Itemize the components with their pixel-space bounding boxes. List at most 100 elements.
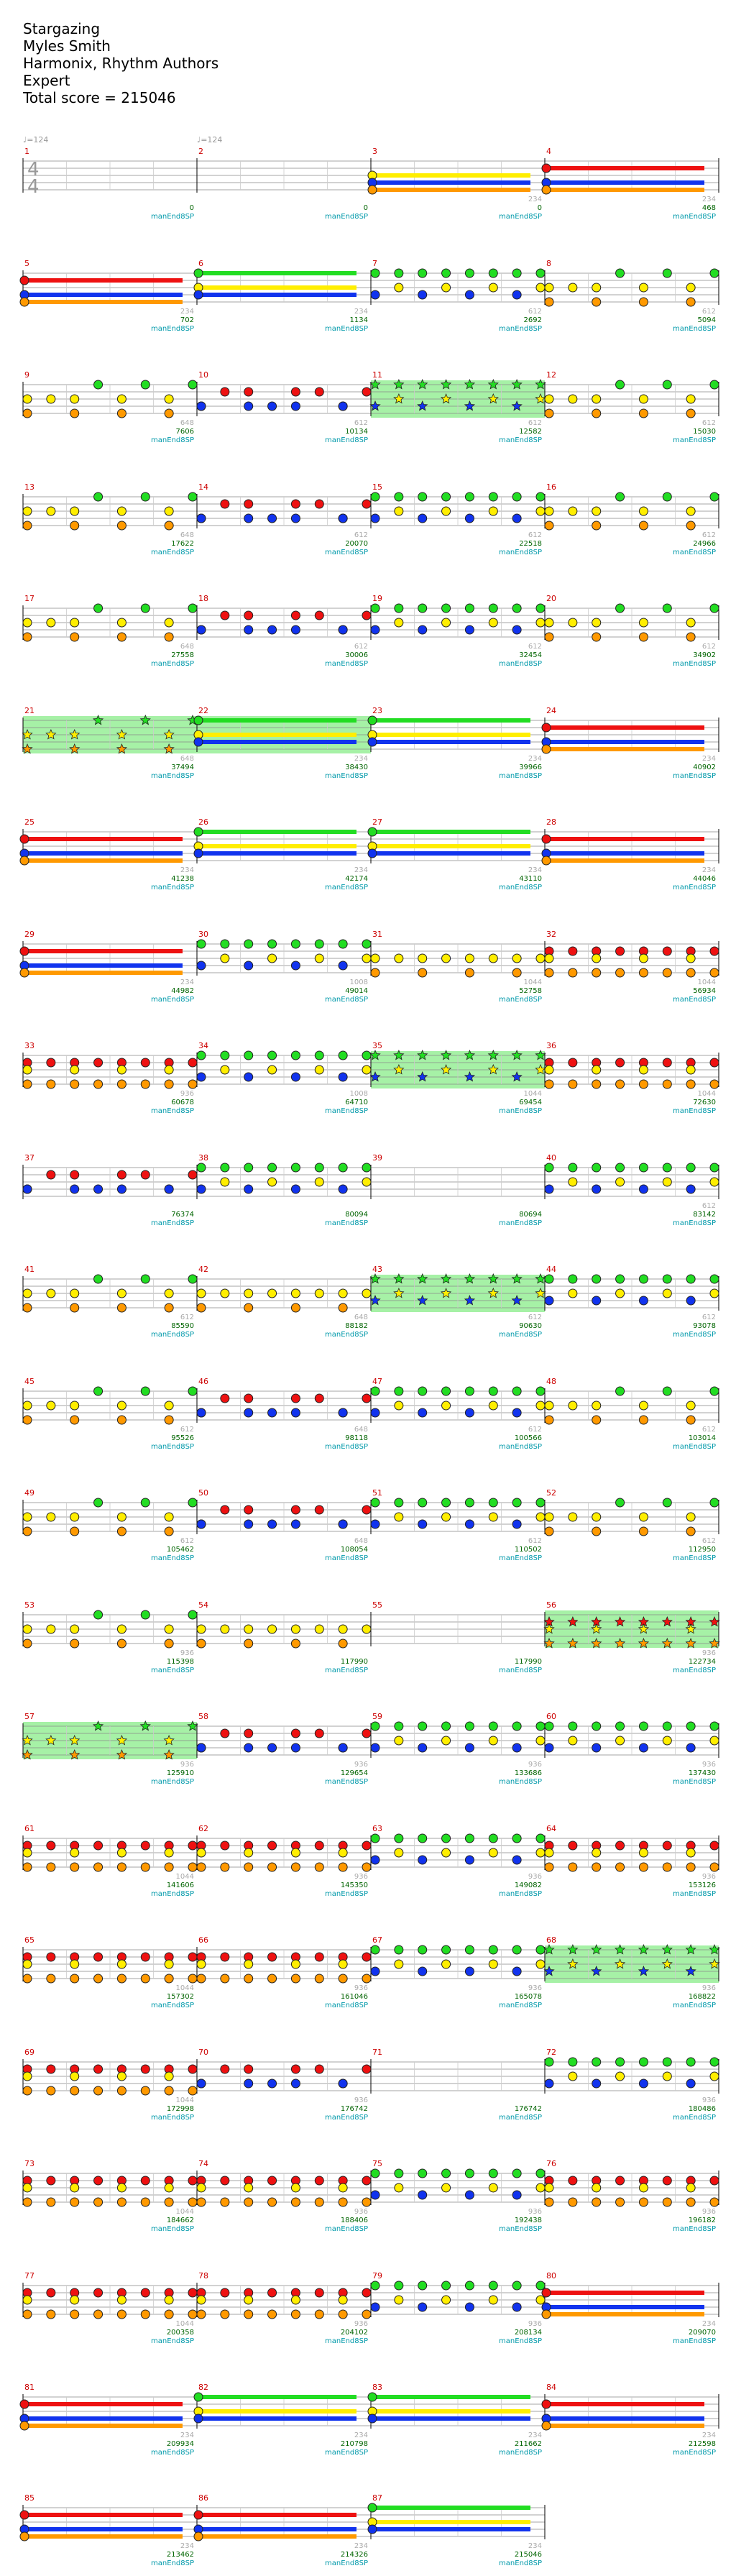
note-green: [93, 380, 104, 390]
note-red: [615, 2176, 625, 2186]
note-blue: [686, 1296, 696, 1306]
note-green: [370, 603, 380, 613]
note-orange: [70, 1974, 80, 1984]
note-red: [244, 1505, 254, 1515]
note-blue: [244, 961, 254, 971]
measure-score: 64710: [345, 1099, 368, 1106]
note-orange: [638, 408, 648, 418]
sustain-green: [371, 2506, 530, 2510]
note-orange: [267, 2197, 277, 2207]
note-orange: [592, 1079, 602, 1089]
note-red: [19, 2510, 29, 2520]
star-note: [591, 1623, 602, 1634]
star-note: [661, 1943, 673, 1955]
multiplier-value: 234: [528, 866, 542, 874]
note-blue: [338, 1408, 348, 1418]
note-green: [290, 939, 300, 949]
note-blue: [370, 1855, 380, 1865]
sustain-green: [371, 2395, 530, 2399]
path-tag: manEnd8SP: [325, 2449, 368, 2457]
note-yellow: [592, 1848, 602, 1858]
note-yellow: [488, 1512, 498, 1522]
note-red: [93, 2176, 104, 2186]
measure-score: 44046: [693, 875, 716, 883]
note-green: [709, 603, 719, 613]
measure-number: 29: [24, 930, 34, 939]
multiplier-value: 234: [702, 755, 716, 763]
star-note: [464, 1273, 476, 1284]
note-yellow: [544, 1848, 554, 1858]
multiplier-value: 612: [528, 419, 542, 427]
note-orange: [338, 1974, 348, 1984]
note-orange: [116, 2309, 126, 2319]
note-yellow: [638, 1512, 648, 1522]
note-yellow: [164, 1512, 174, 1522]
measure-score: 40902: [693, 764, 716, 771]
note-green: [394, 492, 404, 502]
note-green: [314, 1163, 324, 1173]
note-orange: [638, 632, 648, 642]
multiplier-value: 612: [354, 419, 368, 427]
measure-number: 15: [372, 482, 382, 492]
note-blue: [544, 1184, 554, 1194]
path-tag: manEnd8SP: [325, 2225, 368, 2233]
note-blue: [418, 1408, 428, 1418]
star-note: [187, 1720, 198, 1731]
note-blue: [418, 513, 428, 523]
path-tag: manEnd8SP: [325, 1554, 368, 1562]
note-green: [367, 2503, 377, 2513]
measure-number: 4: [546, 147, 551, 156]
star-note: [464, 1294, 476, 1306]
path-tag: manEnd8SP: [673, 549, 716, 556]
note-orange: [615, 1862, 625, 1872]
star-note: [638, 1943, 650, 1955]
note-yellow: [196, 1959, 206, 1969]
note-orange: [615, 1079, 625, 1089]
note-yellow: [314, 1065, 324, 1075]
note-yellow: [394, 2183, 404, 2193]
note-blue: [338, 1519, 348, 1529]
sustain-yellow: [371, 733, 530, 737]
note-green: [662, 2057, 672, 2067]
note-green: [418, 1945, 428, 1955]
measure-number: 14: [198, 482, 208, 492]
measure-score: 72630: [693, 1099, 716, 1106]
multiplier-value: 612: [528, 1537, 542, 1545]
measure-score: 110502: [515, 1546, 542, 1554]
path-tag: manEnd8SP: [325, 2002, 368, 2009]
path-tag: manEnd8SP: [499, 436, 542, 444]
note-red: [220, 1728, 230, 1738]
note-blue: [267, 1519, 277, 1529]
note-green: [535, 1498, 546, 1508]
multiplier-value: 936: [180, 1090, 194, 1098]
note-yellow: [220, 1177, 230, 1187]
measure-number: 63: [372, 1824, 382, 1833]
note-blue: [464, 2302, 474, 2312]
measure-score: 7606: [176, 428, 194, 436]
note-green: [188, 603, 198, 613]
star-note: [116, 743, 128, 754]
note-green: [418, 1498, 428, 1508]
note-blue: [290, 1184, 300, 1194]
star-note: [464, 378, 476, 390]
note-red: [290, 1393, 300, 1403]
note-orange: [188, 2309, 198, 2319]
note-blue: [592, 1296, 602, 1306]
note-orange: [22, 1526, 32, 1536]
note-green: [512, 1721, 522, 1731]
sustain-blue: [23, 851, 183, 856]
measure-number: 50: [198, 1488, 208, 1498]
note-yellow: [686, 506, 696, 516]
note-orange: [512, 968, 522, 978]
sustain-green: [371, 830, 530, 834]
note-yellow: [338, 2295, 348, 2305]
note-orange: [164, 1862, 174, 1872]
measure-score: 0: [364, 204, 368, 212]
note-blue: [370, 2190, 380, 2200]
note-red: [220, 1505, 230, 1515]
sustain-blue: [545, 740, 704, 744]
star-note: [535, 1287, 546, 1298]
note-yellow: [70, 506, 80, 516]
note-orange: [19, 297, 29, 307]
note-green: [638, 1163, 648, 1173]
